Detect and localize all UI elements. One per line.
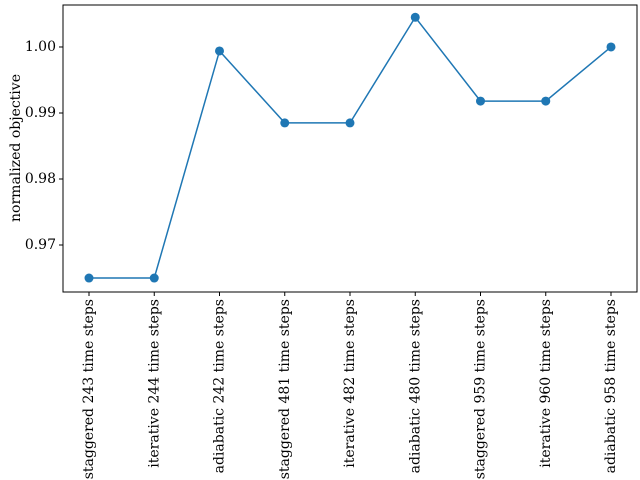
x-tick-label: staggered 243 time steps bbox=[81, 299, 97, 479]
data-point bbox=[476, 96, 485, 106]
data-point bbox=[215, 46, 224, 56]
x-tick-label: iterative 960 time steps bbox=[538, 299, 554, 468]
y-tick-label: 0.99 bbox=[25, 105, 56, 121]
x-tick-label: adiabatic 958 time steps bbox=[603, 299, 619, 473]
x-tick-label: iterative 482 time steps bbox=[342, 299, 358, 468]
data-point bbox=[410, 12, 420, 22]
x-tick-label: staggered 481 time steps bbox=[277, 299, 293, 479]
data-point bbox=[606, 42, 616, 52]
data-point bbox=[345, 118, 355, 128]
data-point bbox=[280, 118, 290, 128]
data-line bbox=[89, 15, 612, 279]
data-point bbox=[541, 96, 551, 106]
x-tick-label: adiabatic 242 time steps bbox=[212, 299, 228, 473]
x-tick-label: iterative 244 time steps bbox=[146, 299, 162, 468]
y-axis-label: normalized objective bbox=[8, 74, 24, 222]
y-tick-label: 0.97 bbox=[25, 237, 56, 253]
plot-frame bbox=[62, 4, 638, 293]
x-tick-label: staggered 959 time steps bbox=[473, 299, 489, 479]
data-point bbox=[149, 273, 159, 283]
data-point bbox=[84, 273, 94, 283]
x-tick-label: adiabatic 480 time steps bbox=[407, 299, 423, 473]
y-tick-label: 1.00 bbox=[25, 39, 56, 55]
y-tick-label: 0.98 bbox=[25, 171, 56, 187]
